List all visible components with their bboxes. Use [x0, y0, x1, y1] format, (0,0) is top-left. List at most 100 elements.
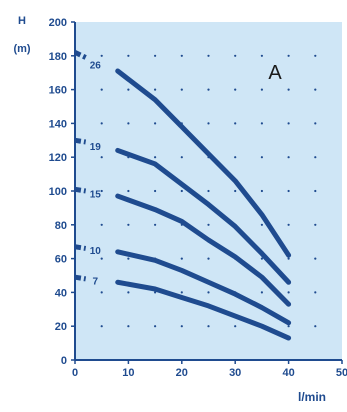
series-line-15: [115, 193, 292, 307]
grid-dot: [314, 223, 317, 226]
grid-dot: [287, 257, 290, 260]
grid-dot: [100, 291, 103, 294]
grid-dot: [287, 88, 290, 91]
y-tick-label: 60: [55, 254, 67, 266]
grid-dot: [127, 291, 130, 294]
series-layer: [73, 50, 292, 341]
y-axis-unit: (m): [13, 43, 30, 55]
grid-dot: [100, 223, 103, 226]
grid-dot: [260, 189, 263, 193]
series-label-26: 26: [90, 60, 102, 71]
y-tick-label: 140: [49, 118, 67, 130]
grid-dot: [287, 156, 290, 159]
grid-dot: [287, 122, 290, 125]
grid-dot: [314, 54, 317, 57]
y-tick-label: 160: [49, 85, 67, 97]
grid-dot: [100, 54, 103, 57]
grid-dot: [314, 291, 317, 294]
grid-dot: [207, 88, 210, 91]
grid-dot: [314, 122, 317, 125]
grid-dot: [314, 88, 317, 91]
grid-dot: [180, 257, 183, 260]
grid-dot: [100, 88, 103, 91]
grid-dot: [234, 122, 237, 125]
grid-dot: [180, 88, 183, 91]
grid-dot: [207, 291, 210, 294]
grid-dot: [207, 54, 210, 57]
series-label-19: 19: [90, 142, 102, 153]
grid-dot: [260, 88, 263, 91]
grid-dot: [207, 257, 210, 260]
series-line-10: [115, 249, 292, 326]
series-stub-26: [73, 50, 87, 60]
series-stub-7: [74, 274, 87, 282]
grid-dot: [260, 223, 263, 226]
grid-dot: [234, 54, 237, 57]
grid-dot: [127, 88, 130, 91]
grid-dot: [154, 223, 157, 226]
grid-dot: [127, 223, 130, 226]
grid-dot: [234, 189, 237, 193]
grid-dot: [260, 122, 263, 125]
grid-dot: [100, 189, 103, 193]
grid-dot: [314, 156, 317, 159]
grid-dot: [100, 122, 103, 125]
grid-dot: [154, 156, 157, 159]
x-tick-label: 40: [282, 367, 294, 379]
grid-dot: [100, 325, 103, 328]
grid-dot: [127, 325, 130, 328]
y-tick-label: 100: [49, 186, 67, 198]
grid-dot: [100, 257, 103, 260]
y-tick-label: 80: [55, 220, 67, 232]
grid-dot: [100, 156, 103, 159]
y-tick-label: 180: [49, 51, 67, 63]
grid-dot: [127, 54, 130, 57]
series-stub-10: [74, 244, 87, 251]
grid-dot: [287, 54, 290, 57]
grid-dot: [207, 325, 210, 328]
panel-label: A: [268, 62, 282, 84]
grid-dot: [314, 257, 317, 260]
grid-dot: [234, 88, 237, 91]
grid-dot: [180, 291, 183, 294]
grid-dot: [127, 122, 130, 125]
x-tick-label: 10: [122, 367, 134, 379]
series-stub-15: [74, 186, 87, 194]
x-tick-label: 0: [72, 367, 78, 379]
y-tick-label: 200: [49, 17, 67, 29]
label-layer: 26 19 15 10 7 A: [90, 60, 283, 287]
grid-dot: [207, 122, 210, 125]
series-line-19: [115, 147, 292, 285]
grid-dot: [287, 189, 290, 193]
series-label-10: 10: [90, 246, 102, 257]
y-tick-label: 20: [55, 321, 67, 333]
grid-dot: [154, 291, 157, 294]
y-tick-label: 120: [49, 152, 67, 164]
series-label-15: 15: [90, 190, 102, 201]
y-tick-label: 0: [61, 355, 67, 367]
series-line-7: [115, 279, 292, 341]
grid-dot: [180, 189, 183, 193]
grid-dot: [314, 189, 317, 193]
grid-dot: [207, 189, 210, 193]
grid-dot: [154, 189, 157, 193]
grid-dot: [154, 325, 157, 328]
grid-dot: [180, 325, 183, 328]
grid-layer: [100, 54, 317, 328]
grid-dot: [127, 257, 130, 260]
grid-dot: [260, 257, 263, 260]
x-tick-label: 30: [229, 367, 241, 379]
y-axis-label: H: [18, 15, 26, 27]
series-label-7: 7: [93, 277, 99, 288]
grid-dot: [260, 54, 263, 57]
grid-dot: [314, 325, 317, 328]
grid-dot: [234, 325, 237, 328]
grid-dot: [287, 291, 290, 294]
x-tick-label: 20: [176, 367, 188, 379]
grid-dot: [127, 189, 130, 193]
grid-dot: [154, 88, 157, 91]
grid-dot: [207, 223, 210, 226]
grid-dot: [154, 54, 157, 57]
x-axis-label: l/min: [298, 390, 326, 404]
